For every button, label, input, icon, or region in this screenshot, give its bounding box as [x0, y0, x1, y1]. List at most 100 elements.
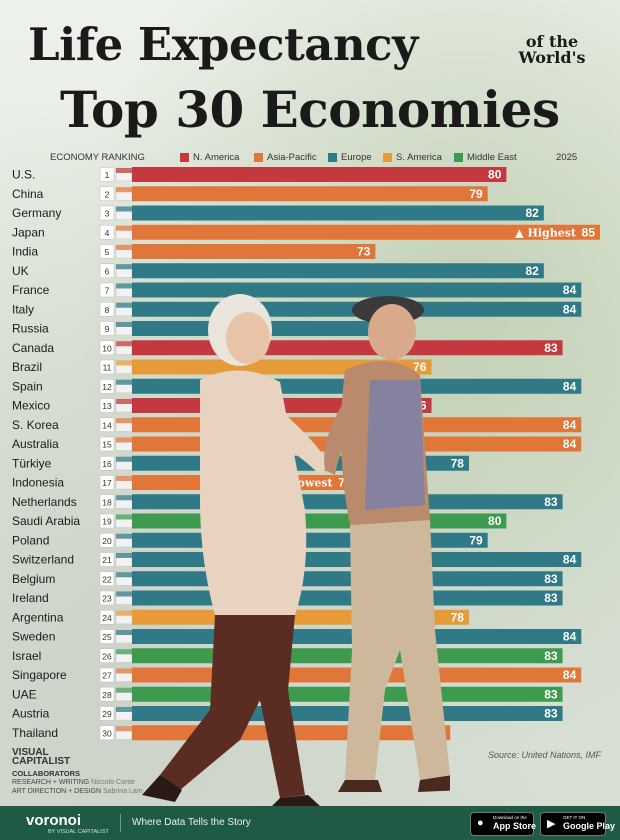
logo-line-2: CAPITALIST — [12, 756, 71, 767]
country-label: Ireland — [12, 591, 49, 605]
economy-ranking-label: ECONOMY RANKING — [50, 152, 145, 163]
rank-label: 4 — [105, 228, 110, 238]
value-label: 83 — [544, 649, 558, 663]
rank-label: 12 — [102, 382, 112, 392]
flag-stripe — [116, 322, 132, 327]
rank-box — [99, 302, 115, 317]
logo-line-1: VISUAL — [12, 747, 49, 758]
app-store-text: App Store — [493, 821, 537, 831]
country-label: Mexico — [12, 399, 50, 413]
title-line-1: Life Expectancy — [28, 18, 418, 71]
value-label: 83 — [544, 341, 558, 355]
footer-tagline: Where Data Tells the Story — [132, 817, 251, 828]
rank-label: 2 — [105, 189, 110, 199]
rank-label: 29 — [102, 709, 112, 719]
rank-label: 14 — [102, 420, 112, 430]
title-small-line-1: of the — [525, 32, 579, 51]
rank-box — [99, 417, 115, 432]
rank-box — [99, 379, 115, 394]
country-label: Türkiye — [12, 456, 52, 470]
flag-stripe — [116, 360, 132, 366]
flag-stripe — [116, 630, 132, 635]
rank-box — [99, 321, 115, 336]
country-label: Australia — [12, 437, 59, 451]
rank-label: 9 — [105, 324, 110, 334]
bar — [132, 205, 544, 221]
research-credit: RESEARCH + WRITING Niccolo Conte — [12, 778, 182, 787]
rank-label: 5 — [105, 247, 110, 257]
elderly-couple-photo — [142, 294, 450, 808]
country-label: Indonesia — [12, 476, 64, 490]
footer-divider — [120, 814, 121, 832]
apple-icon: ● — [477, 817, 484, 829]
country-label: Japan — [12, 225, 45, 239]
rank-label: 18 — [102, 497, 112, 507]
value-label: 85 — [582, 225, 596, 239]
flag-stripe — [116, 514, 132, 520]
value-label: 83 — [544, 687, 558, 701]
value-label: 84 — [563, 283, 577, 297]
title-small: of the World's — [512, 34, 592, 66]
value-label: 83 — [544, 707, 558, 721]
rank-box — [99, 687, 115, 702]
country-label: Russia — [12, 322, 49, 336]
rank-box — [99, 456, 115, 471]
research-name: Niccolo Conte — [91, 779, 135, 786]
value-label: 73 — [357, 245, 371, 259]
bar — [132, 167, 507, 182]
legend-swatch-middle-east — [454, 153, 463, 162]
art-label: ART DIRECTION + DESIGN — [12, 788, 102, 795]
value-label: 79 — [469, 187, 483, 201]
flag-stripe — [116, 168, 132, 173]
legend-label-n-america: N. America — [193, 152, 240, 163]
rank-box — [99, 667, 115, 683]
rank-label: 22 — [102, 574, 112, 584]
country-label: Saudi Arabia — [12, 514, 80, 528]
value-label: 84 — [563, 553, 577, 567]
value-label: 80 — [488, 168, 502, 182]
rank-box — [99, 398, 115, 413]
value-label: 84 — [563, 630, 577, 644]
flag-stripe — [116, 726, 132, 732]
bar-annotation: ▲ Highest — [515, 226, 577, 239]
country-label: Netherlands — [12, 495, 77, 509]
flag-stripe — [116, 456, 132, 462]
rank-box — [99, 629, 115, 644]
legend-swatch-s-america — [383, 153, 392, 162]
rank-box — [99, 494, 115, 509]
source-note: Source: United Nations, IMF — [488, 750, 602, 760]
rank-label: 28 — [102, 690, 112, 700]
rank-label: 16 — [102, 459, 112, 469]
app-store-button[interactable]: ● Download on the App Store — [470, 812, 537, 836]
flag-stripe — [116, 283, 132, 289]
flag-stripe — [116, 379, 132, 385]
country-label: Israel — [12, 649, 41, 663]
bar — [132, 263, 544, 279]
value-label: 84 — [563, 302, 577, 316]
title-line-2: Top 30 Economies — [60, 80, 560, 139]
country-label: Switzerland — [12, 553, 74, 567]
year-label: 2025 — [556, 152, 578, 163]
legend-label-asia-pacific: Asia-Pacific — [267, 152, 317, 163]
rank-label: 10 — [102, 343, 112, 353]
rank-box — [99, 436, 115, 452]
country-label: Canada — [12, 341, 54, 355]
rank-label: 30 — [102, 728, 112, 738]
rank-label: 13 — [102, 401, 112, 411]
country-label: Belgium — [12, 572, 55, 586]
country-label: France — [12, 283, 50, 297]
value-label: 83 — [544, 572, 558, 586]
rank-label: 21 — [102, 555, 112, 565]
rank-box — [99, 610, 115, 625]
title-small-line-2: World's — [518, 48, 586, 67]
rank-label: 17 — [102, 478, 112, 488]
rank-label: 24 — [102, 613, 112, 623]
flag-stripe — [116, 533, 132, 539]
voronoi-logo[interactable]: voronoi — [26, 812, 81, 829]
country-label: U.S. — [12, 168, 35, 182]
country-label: Germany — [12, 206, 61, 220]
country-label: Brazil — [12, 360, 42, 374]
rank-box — [99, 205, 115, 221]
flag-stripe — [116, 341, 132, 347]
google-play-button[interactable]: ▶ GET IT ON Google Play — [540, 812, 615, 836]
